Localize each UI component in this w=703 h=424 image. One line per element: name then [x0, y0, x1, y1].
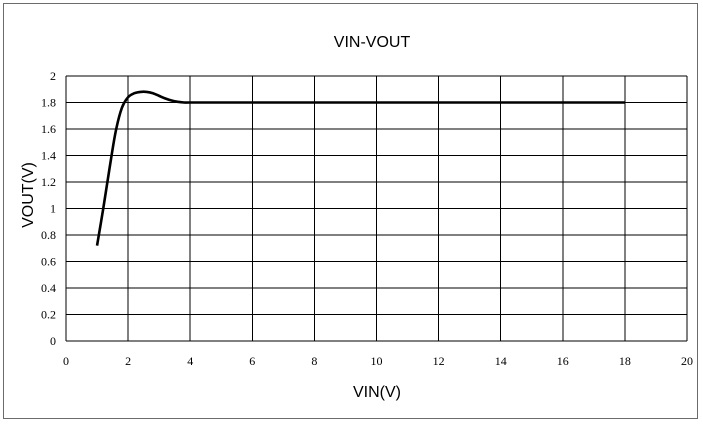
- x-tick-label-0: 0: [63, 354, 69, 368]
- chart-title: VIN-VOUT: [334, 34, 411, 51]
- x-tick-label-8: 16: [557, 354, 569, 368]
- y-tick-label-8: 1.6: [41, 122, 56, 136]
- x-tick-label-3: 6: [249, 354, 255, 368]
- y-axis-label: VOUT(V): [20, 162, 37, 228]
- y-tick-label-10: 2: [50, 69, 56, 83]
- y-tick-label-6: 1.2: [41, 175, 56, 189]
- x-tick-label-6: 12: [433, 354, 445, 368]
- series-line-0: [95, 90, 625, 246]
- y-tick-label-3: 0.6: [41, 255, 56, 269]
- x-tick-label-5: 10: [371, 354, 383, 368]
- x-tick-labels: 0 2 4 6 8 10 12 14 16 18 20: [63, 354, 693, 368]
- x-axis-label: VIN(V): [353, 384, 401, 401]
- chart-frame: [3, 3, 698, 419]
- x-tick-label-2: 4: [187, 354, 193, 368]
- y-tick-label-5: 1: [50, 202, 56, 216]
- x-tick-label-7: 14: [495, 354, 507, 368]
- x-tick-label-9: 18: [619, 354, 631, 368]
- y-tick-label-7: 1.4: [41, 149, 56, 163]
- x-tick-label-1: 2: [125, 354, 131, 368]
- y-tick-label-4: 0.8: [41, 228, 56, 242]
- plot-grid: [65, 75, 688, 342]
- x-tick-label-10: 20: [681, 354, 693, 368]
- y-tick-label-1: 0.2: [41, 308, 56, 322]
- y-tick-labels: 0 0.2 0.4 0.6 0.8 1 1.2 1.4 1.6 1.8 2: [41, 69, 56, 348]
- y-tick-label-2: 0.4: [41, 281, 56, 295]
- series-group: [95, 90, 625, 246]
- y-tick-label-0: 0: [50, 334, 56, 348]
- y-tick-label-9: 1.8: [41, 96, 56, 110]
- x-tick-label-4: 8: [311, 354, 317, 368]
